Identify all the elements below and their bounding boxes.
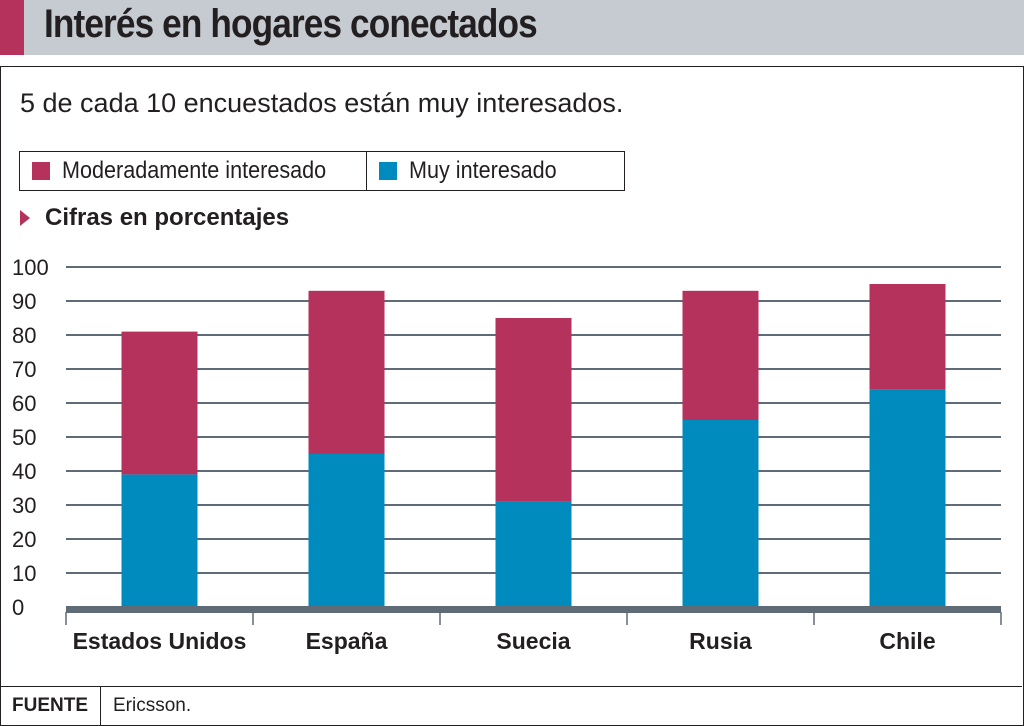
footer: FUENTE Ericsson. (0, 686, 1022, 725)
unit-label: Cifras en porcentajes (20, 204, 289, 232)
x-category-label: Suecia (496, 628, 570, 654)
y-tick-label: 90 (12, 289, 36, 314)
legend-label-muy: Muy interesado (409, 157, 557, 184)
source-label: FUENTE (0, 687, 101, 725)
legend-item-moderado: Moderadamente interesado (20, 152, 367, 190)
bar-moderado-4 (869, 284, 946, 390)
legend-swatch-muy (379, 162, 397, 180)
y-tick-label: 50 (12, 425, 36, 450)
legend-label-moderado: Moderadamente interesado (62, 157, 327, 184)
y-tick-label: 60 (12, 391, 36, 416)
y-tick-label: 20 (12, 527, 36, 552)
x-category-label: Rusia (689, 628, 752, 654)
x-category-label: España (306, 628, 388, 654)
header-accent (0, 0, 24, 55)
y-tick-label: 80 (12, 323, 36, 348)
legend-item-muy: Muy interesado (367, 152, 573, 190)
bar-moderado-3 (682, 290, 759, 420)
bar-muy-1 (308, 454, 385, 607)
legend-swatch-moderado (32, 162, 50, 180)
bar-muy-3 (682, 420, 759, 607)
y-tick-label: 10 (12, 561, 36, 586)
x-axis-baseline (66, 606, 1001, 613)
chart-plot: 0 10 20 30 40 50 60 70 80 90 100 Estados Unidos Espa… (12, 255, 1002, 654)
bar-moderado-2 (495, 318, 572, 502)
x-category-label: Chile (879, 628, 935, 654)
triangle-right-icon (20, 210, 30, 226)
source-value: Ericsson. (113, 695, 192, 716)
bar-muy-2 (495, 501, 572, 607)
chart-title: Interés en hogares conectados (44, 2, 538, 46)
y-tick-label: 100 (12, 255, 49, 280)
y-tick-label: 30 (12, 493, 36, 518)
x-category-label: Estados Unidos (73, 628, 247, 654)
y-tick-label: 70 (12, 357, 36, 382)
chart-subtitle: 5 de cada 10 encuestados están muy inter… (20, 88, 624, 118)
legend: Moderadamente interesado Muy interesado (19, 151, 625, 191)
header-bar (0, 0, 1024, 55)
bar-muy-0 (121, 474, 198, 607)
y-tick-label: 0 (12, 595, 24, 620)
bar-moderado-0 (121, 331, 198, 475)
bar-moderado-1 (308, 290, 385, 454)
unit-text: Cifras en porcentajes (45, 204, 290, 231)
y-tick-label: 40 (12, 459, 36, 484)
bar-muy-4 (869, 389, 946, 607)
